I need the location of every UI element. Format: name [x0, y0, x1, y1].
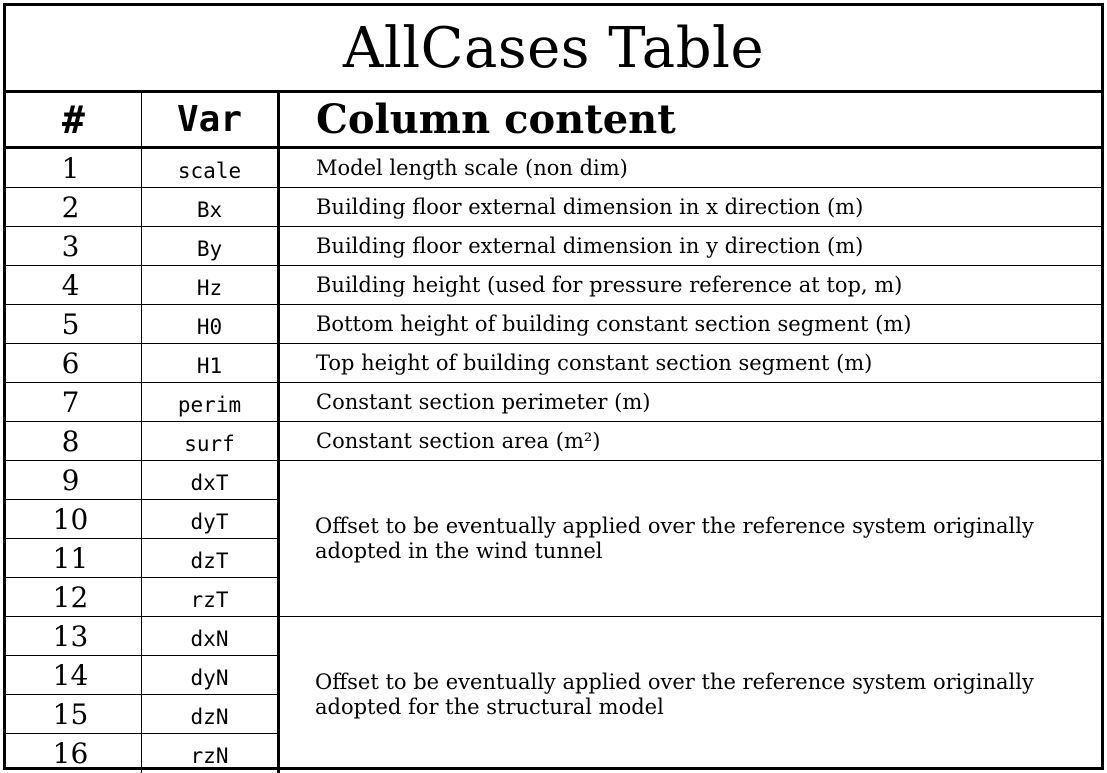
row-separator: [6, 460, 1101, 461]
allcases-table: AllCases Table # Var Column content 1 scale M…: [3, 3, 1104, 773]
row-variable: By: [196, 237, 223, 261]
row-number: 6: [61, 346, 80, 380]
row-description: Model length scale (non dim): [316, 156, 628, 180]
row-number: 4: [61, 268, 80, 302]
row-number: 16: [52, 736, 89, 770]
header-divider: [6, 146, 1101, 149]
row-description: Constant section perimeter (m): [316, 390, 651, 414]
row-variable: rzT: [190, 588, 229, 612]
row-separator: [6, 265, 1101, 266]
row-description: Constant section area (m²): [316, 429, 601, 453]
title-divider: [6, 90, 1101, 93]
row-separator: [6, 616, 1101, 617]
row-number: 7: [61, 385, 80, 419]
merged-description: Offset to be eventually applied over the…: [315, 669, 1034, 719]
row-number: 8: [61, 424, 80, 458]
row-separator: [6, 694, 277, 695]
row-separator: [6, 382, 1101, 383]
row-number: 9: [61, 463, 80, 497]
row-separator: [6, 655, 277, 656]
row-separator: [6, 343, 1101, 344]
row-separator: [6, 733, 277, 734]
row-separator: [6, 577, 277, 578]
row-number: 11: [52, 541, 89, 575]
row-separator: [6, 226, 1101, 227]
header-var: Var: [176, 99, 243, 140]
row-variable: dyN: [190, 666, 229, 690]
row-separator: [6, 304, 1101, 305]
row-variable: dxN: [190, 627, 229, 651]
row-variable: H1: [196, 354, 223, 378]
row-variable: Hz: [196, 276, 223, 300]
row-number: 2: [61, 190, 80, 224]
row-variable: perim: [177, 393, 242, 417]
row-number: 5: [61, 307, 80, 341]
row-separator: [6, 538, 277, 539]
row-number: 1: [61, 151, 80, 185]
row-number: 14: [52, 658, 89, 692]
column-divider-num: [141, 90, 142, 773]
row-variable: rzN: [190, 744, 229, 768]
row-number: 13: [52, 619, 89, 653]
row-description: Bottom height of building constant secti…: [316, 312, 912, 336]
row-variable: dzT: [190, 549, 229, 573]
row-variable: dyT: [190, 510, 229, 534]
row-description: Building floor external dimension in x d…: [316, 195, 864, 219]
row-separator: [6, 421, 1101, 422]
row-variable: dxT: [190, 471, 229, 495]
row-separator: [6, 499, 277, 500]
row-variable: H0: [196, 315, 223, 339]
table-title: AllCases Table: [342, 15, 765, 81]
row-number: 15: [52, 697, 89, 731]
row-description: Top height of building constant section …: [316, 351, 873, 375]
row-variable: dzN: [190, 705, 229, 729]
row-variable: Bx: [196, 198, 223, 222]
row-variable: scale: [177, 159, 242, 183]
merged-description: Offset to be eventually applied over the…: [315, 513, 1034, 563]
column-divider-var: [277, 90, 280, 773]
row-description: Building height (used for pressure refer…: [316, 273, 903, 297]
row-description: Building floor external dimension in y d…: [316, 234, 864, 258]
row-number: 3: [61, 229, 80, 263]
header-column-content: Column content: [316, 96, 676, 143]
row-separator: [6, 187, 1101, 188]
row-variable: surf: [184, 432, 235, 456]
header-num: #: [62, 97, 85, 142]
row-number: 10: [52, 502, 89, 536]
row-number: 12: [52, 580, 89, 614]
